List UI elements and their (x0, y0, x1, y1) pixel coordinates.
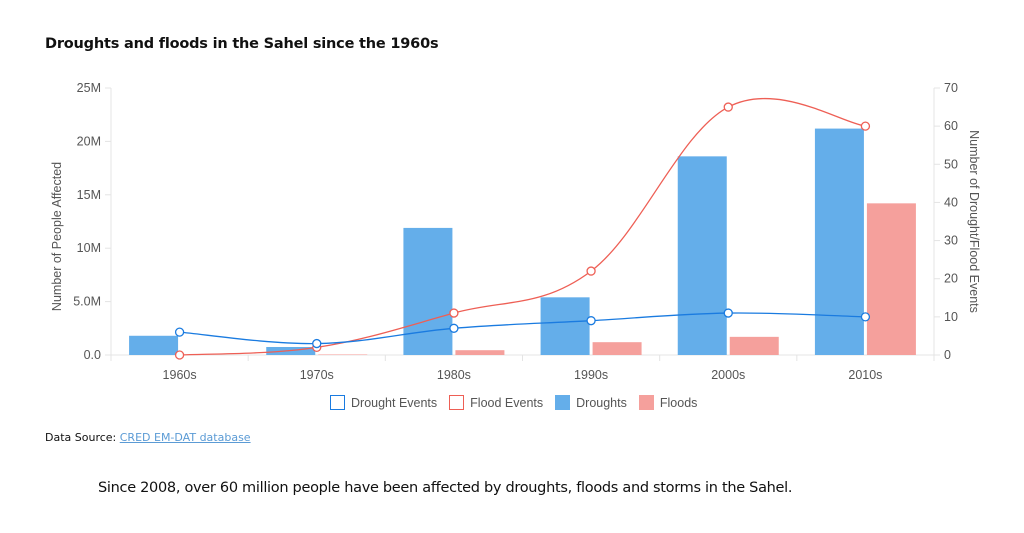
y2-tick-label: 30 (944, 234, 958, 248)
x-tick-label: 1970s (300, 368, 334, 382)
bar-floods[interactable] (729, 336, 779, 355)
point-drought-events[interactable] (586, 316, 596, 326)
point-drought-events[interactable] (449, 323, 459, 333)
point-flood-events[interactable] (723, 102, 733, 112)
legend-item-droughts[interactable]: Droughts (555, 395, 627, 410)
y2-tick-label: 60 (944, 119, 958, 133)
legend-label: Flood Events (470, 395, 544, 410)
point-flood-events[interactable] (860, 121, 871, 131)
bar-floods[interactable] (592, 342, 642, 355)
y2-tick-label: 10 (944, 310, 958, 324)
y-tick-label: 25M (77, 81, 101, 95)
legend-swatch-drought-events (330, 395, 345, 410)
legend-swatch-droughts (555, 395, 571, 410)
y-tick-label: 5.0M (73, 295, 101, 309)
bar-droughts[interactable] (129, 335, 179, 355)
legend-label: Floods (659, 395, 698, 410)
point-flood-events[interactable] (174, 350, 185, 360)
caption: Since 2008, over 60 million people have … (98, 480, 793, 496)
data-source: Data Source: CRED EM-DAT database (45, 431, 251, 444)
y-tick-label: 15M (77, 188, 101, 202)
y2-tick-label: 70 (944, 81, 958, 95)
bar-floods[interactable] (455, 350, 505, 355)
y-axis-title: Number of People Affected (50, 162, 64, 311)
bar-droughts[interactable] (814, 128, 864, 355)
y-tick-label: 20M (77, 134, 101, 148)
line-drought-events (179, 312, 866, 345)
point-drought-events[interactable] (860, 312, 871, 322)
point-flood-events[interactable] (586, 266, 596, 276)
y2-tick-label: 50 (944, 157, 958, 171)
x-tick-label: 2000s (711, 368, 745, 382)
legend-item-flood-events[interactable]: Flood Events (449, 395, 543, 410)
x-tick-label: 1980s (437, 368, 471, 382)
legend-swatch-flood-events (449, 395, 465, 410)
data-source-link[interactable]: CRED EM-DAT database (119, 431, 251, 444)
legend-label: Droughts (576, 395, 627, 410)
legend-item-drought-events[interactable]: Drought Events (330, 395, 437, 410)
y2-tick-label: 20 (944, 272, 958, 286)
chart: 0.0 5.0M 10M 15M 20M 25M 0 10 20 30 40 50 60 70 Number… (50, 81, 981, 382)
point-flood-events[interactable] (449, 308, 459, 318)
bar-floods[interactable] (318, 354, 368, 355)
point-drought-events[interactable] (312, 338, 322, 349)
data-source-prefix: Data Source: (45, 431, 120, 444)
y2-axis-title: Number of Drought/Flood Events (967, 130, 981, 313)
bar-droughts[interactable] (677, 156, 727, 355)
y2-tick-label: 40 (944, 195, 958, 209)
point-drought-events[interactable] (723, 308, 733, 318)
x-tick-label: 1990s (574, 368, 608, 382)
line-flood-events (179, 97, 866, 356)
bar-droughts[interactable] (403, 227, 453, 355)
y-tick-label: 10M (77, 241, 101, 255)
point-drought-events[interactable] (174, 327, 185, 337)
chart-title: Droughts and floods in the Sahel since t… (45, 36, 439, 52)
x-tick-label: 2010s (848, 368, 882, 382)
legend-item-floods[interactable]: Floods (638, 395, 698, 410)
legend: Drought Events Flood Events Droughts Flo… (330, 395, 709, 410)
x-tick-label: 1960s (163, 368, 197, 382)
legend-label: Drought Events (351, 395, 438, 410)
y2-tick-label: 0 (944, 348, 951, 362)
y-tick-label: 0.0 (84, 348, 101, 362)
bar-droughts[interactable] (540, 297, 590, 355)
bar-floods[interactable] (866, 203, 916, 355)
legend-swatch-floods (638, 395, 654, 410)
